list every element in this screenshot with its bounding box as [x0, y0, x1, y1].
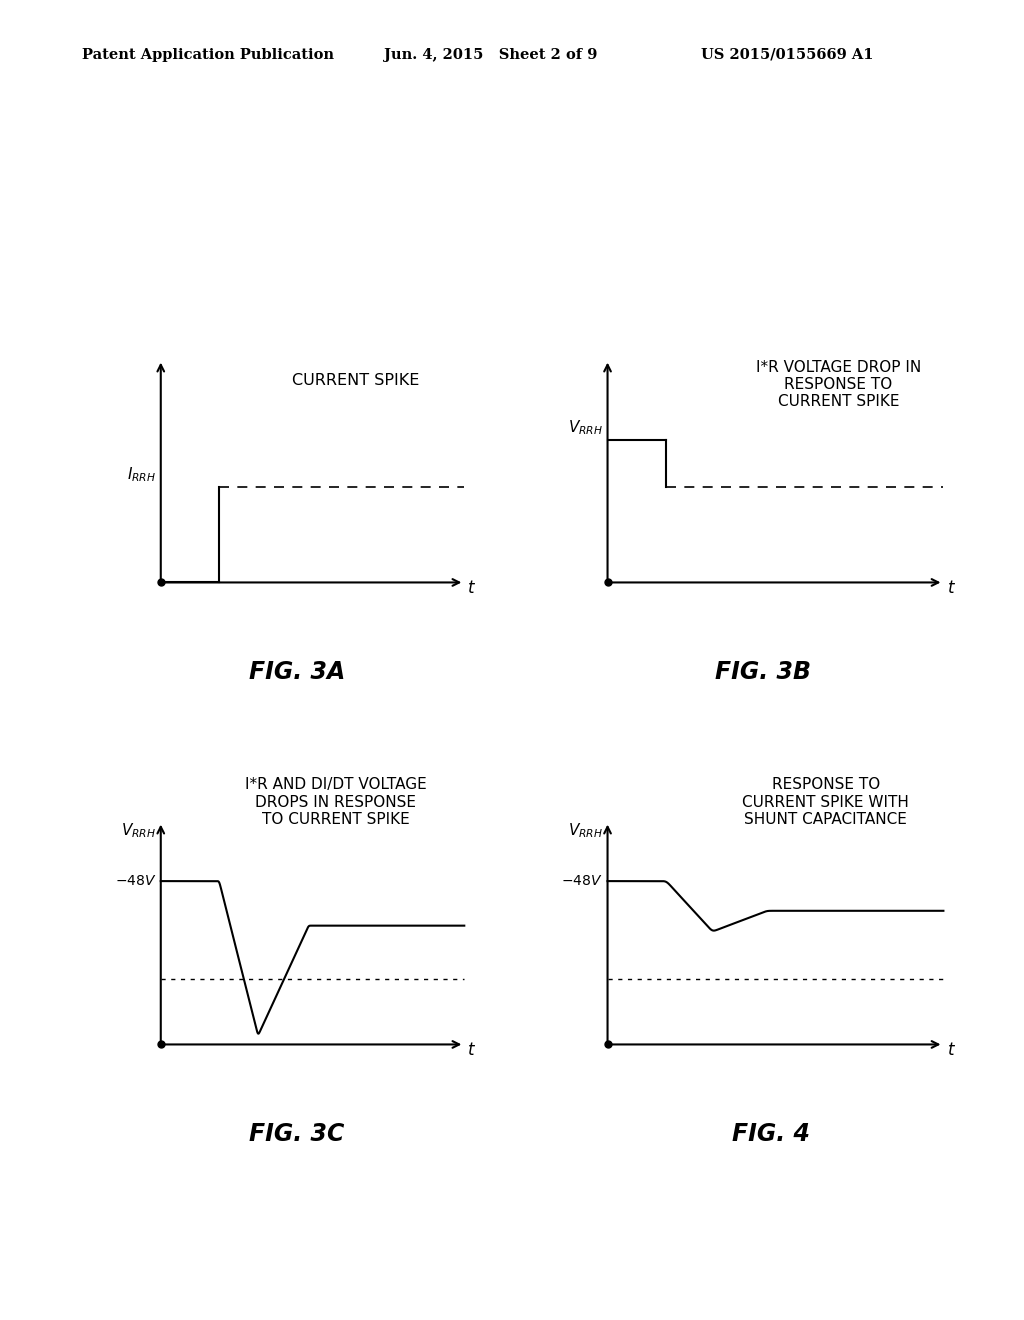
Text: RESPONSE TO
CURRENT SPIKE WITH
SHUNT CAPACITANCE: RESPONSE TO CURRENT SPIKE WITH SHUNT CAP…	[742, 777, 909, 826]
Text: Jun. 4, 2015   Sheet 2 of 9: Jun. 4, 2015 Sheet 2 of 9	[384, 48, 597, 62]
Text: I*R AND DI/DT VOLTAGE
DROPS IN RESPONSE
TO CURRENT SPIKE: I*R AND DI/DT VOLTAGE DROPS IN RESPONSE …	[245, 777, 427, 826]
Text: t: t	[947, 1041, 954, 1059]
Text: $V_{RRH}$: $V_{RRH}$	[567, 418, 602, 437]
Text: Patent Application Publication: Patent Application Publication	[82, 48, 334, 62]
Text: US 2015/0155669 A1: US 2015/0155669 A1	[701, 48, 873, 62]
Text: FIG. 4: FIG. 4	[732, 1122, 810, 1146]
Text: I*R VOLTAGE DROP IN
RESPONSE TO
CURRENT SPIKE: I*R VOLTAGE DROP IN RESPONSE TO CURRENT …	[756, 360, 921, 409]
Text: FIG. 3A: FIG. 3A	[249, 660, 345, 684]
Text: $V_{RRH}$: $V_{RRH}$	[121, 821, 156, 840]
Text: FIG. 3B: FIG. 3B	[715, 660, 811, 684]
Text: t: t	[468, 579, 475, 597]
Text: FIG. 3C: FIG. 3C	[249, 1122, 345, 1146]
Text: CURRENT SPIKE: CURRENT SPIKE	[292, 374, 419, 388]
Text: t: t	[468, 1041, 475, 1059]
Text: $I_{RRH}$: $I_{RRH}$	[127, 466, 156, 484]
Text: t: t	[947, 579, 954, 597]
Text: $-48V$: $-48V$	[115, 874, 156, 888]
Text: $V_{RRH}$: $V_{RRH}$	[567, 821, 602, 840]
Text: $-48V$: $-48V$	[561, 874, 602, 888]
